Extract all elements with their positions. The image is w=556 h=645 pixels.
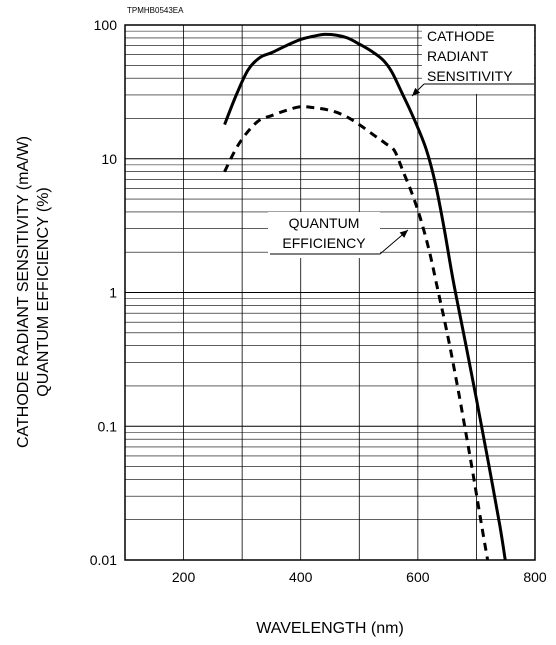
label-quantum-efficiency-line: QUANTUM bbox=[289, 215, 360, 231]
label-quantum-efficiency-arrowhead bbox=[399, 230, 408, 238]
x-tick-label: 600 bbox=[406, 569, 430, 585]
label-cathode-radiant-sensitivity-background bbox=[422, 26, 534, 94]
y-tick-label: 0.1 bbox=[98, 418, 118, 434]
series-label-backgrounds bbox=[268, 26, 534, 258]
x-tick-label: 200 bbox=[172, 569, 196, 585]
series-layer bbox=[223, 32, 507, 560]
label-cathode-radiant-sensitivity-line: CATHODE bbox=[427, 28, 494, 44]
x-axis-label: WAVELENGTH (nm) bbox=[256, 620, 404, 637]
y-axis-label-line1: CATHODE RADIANT SENSITIVITY (mA/W) bbox=[15, 136, 32, 448]
y-tick-label: 0.01 bbox=[90, 552, 117, 568]
series-line-quantum-efficiency bbox=[223, 105, 490, 560]
y-tick-label: 10 bbox=[101, 151, 117, 167]
y-tick-label: 1 bbox=[109, 285, 117, 301]
x-tick-label: 400 bbox=[289, 569, 313, 585]
series-line-cathode-radiant-sensitivity bbox=[223, 32, 507, 560]
leader-lines bbox=[270, 83, 534, 255]
label-cathode-radiant-sensitivity-line: RADIANT bbox=[427, 48, 489, 64]
plot-frame bbox=[124, 24, 536, 561]
label-cathode-radiant-sensitivity-arrowhead bbox=[412, 87, 421, 96]
label-cathode-radiant-sensitivity-line: SENSITIVITY bbox=[427, 68, 513, 84]
label-quantum-efficiency-line: EFFICIENCY bbox=[282, 235, 366, 251]
document-code: TPMHB0543EA bbox=[127, 6, 184, 15]
label-quantum-efficiency-background bbox=[268, 212, 380, 258]
series-labels: CATHODE RADIANT SENSITIVITY QUANTUM EFFICIEN… bbox=[282, 28, 513, 251]
y-tick-labels: 100 10 1 0.1 0.01 bbox=[90, 17, 117, 568]
y-tick-label: 100 bbox=[94, 17, 118, 33]
x-tick-labels: 200 400 600 800 bbox=[172, 569, 547, 585]
y-axis-label-line2: QUANTUM EFFICIENCY (%) bbox=[35, 187, 52, 396]
x-tick-label: 800 bbox=[523, 569, 547, 585]
